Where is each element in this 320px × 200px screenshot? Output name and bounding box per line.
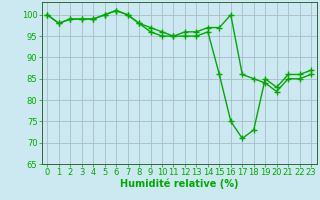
X-axis label: Humidité relative (%): Humidité relative (%)	[120, 179, 238, 189]
